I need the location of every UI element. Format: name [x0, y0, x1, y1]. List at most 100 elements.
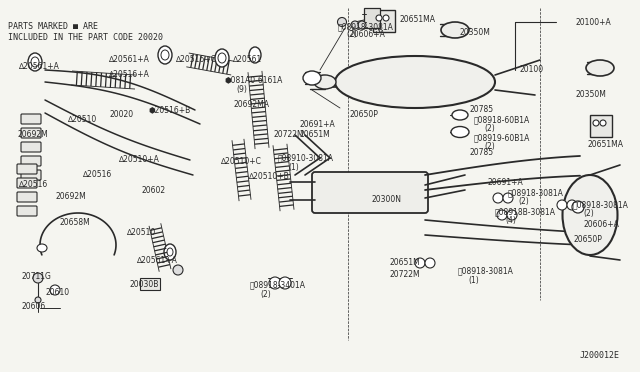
Text: 20711G: 20711G [22, 272, 52, 281]
Text: ⬢20516+B: ⬢20516+B [148, 105, 190, 114]
FancyBboxPatch shape [17, 178, 37, 188]
Circle shape [507, 210, 517, 220]
Text: ∆20510+A: ∆20510+A [118, 155, 159, 164]
Text: 20651M: 20651M [390, 258, 420, 267]
Text: (2): (2) [518, 197, 529, 206]
Ellipse shape [441, 22, 469, 38]
Circle shape [358, 21, 366, 29]
Ellipse shape [28, 53, 42, 71]
Text: 20100+A: 20100+A [576, 18, 612, 27]
Ellipse shape [158, 46, 172, 64]
Circle shape [557, 200, 567, 210]
Ellipse shape [314, 75, 336, 89]
Ellipse shape [249, 47, 261, 63]
Text: ⓝ08918-3081A: ⓝ08918-3081A [508, 188, 564, 197]
Text: ∆20510: ∆20510 [67, 115, 96, 124]
Text: 20658M: 20658M [60, 218, 91, 227]
FancyBboxPatch shape [21, 156, 41, 166]
Text: ⓝ08918-3081A: ⓝ08918-3081A [338, 22, 394, 31]
Text: 20722M: 20722M [390, 270, 420, 279]
Circle shape [337, 17, 346, 26]
Text: INCLUDED IN THE PART CODE 20020: INCLUDED IN THE PART CODE 20020 [8, 33, 163, 42]
Ellipse shape [167, 248, 173, 256]
FancyBboxPatch shape [312, 172, 428, 213]
Text: ∆20516: ∆20516 [82, 170, 111, 179]
Ellipse shape [218, 53, 226, 63]
Circle shape [383, 15, 389, 21]
Text: 20651MA: 20651MA [587, 140, 623, 149]
Ellipse shape [451, 126, 469, 138]
Text: (2): (2) [346, 30, 356, 39]
Circle shape [415, 258, 425, 268]
Text: ⓝ08910-3081A: ⓝ08910-3081A [278, 153, 334, 162]
Text: ∆20561+A: ∆20561+A [136, 256, 177, 265]
Text: ∆20516: ∆20516 [18, 180, 47, 189]
Text: ⓝ08919-60B1A: ⓝ08919-60B1A [474, 133, 531, 142]
Ellipse shape [303, 71, 321, 85]
Text: 20606+A: 20606+A [583, 220, 619, 229]
Text: PARTS MARKED ■ ARE: PARTS MARKED ■ ARE [8, 22, 98, 31]
Circle shape [503, 193, 513, 203]
Bar [590, 115, 612, 137]
Text: ∆20510: ∆20510 [126, 228, 156, 237]
FancyBboxPatch shape [17, 164, 37, 174]
Ellipse shape [164, 244, 176, 260]
Text: 20692MA: 20692MA [233, 100, 269, 109]
Text: 20650P: 20650P [350, 110, 379, 119]
Bar [364, 8, 380, 28]
Ellipse shape [563, 175, 618, 255]
Text: ⓝ08918-3401A: ⓝ08918-3401A [250, 280, 306, 289]
Circle shape [173, 265, 183, 275]
Text: ⓝ08918-60B1A: ⓝ08918-60B1A [474, 115, 531, 124]
Text: ∆20561+A: ∆20561+A [108, 55, 149, 64]
FancyBboxPatch shape [21, 114, 41, 124]
FancyBboxPatch shape [21, 142, 41, 152]
Text: 20606+A: 20606+A [350, 30, 386, 39]
Text: ⓝ08918B-3081A: ⓝ08918B-3081A [495, 207, 556, 216]
Circle shape [351, 21, 359, 29]
Text: 20650P: 20650P [573, 235, 602, 244]
Ellipse shape [161, 50, 169, 60]
Text: 20300N: 20300N [372, 195, 402, 204]
Circle shape [493, 193, 503, 203]
Text: (2): (2) [484, 142, 495, 151]
Circle shape [269, 277, 281, 289]
Text: J200012E: J200012E [580, 351, 620, 360]
Text: (1): (1) [288, 163, 299, 172]
Text: ∆20510+B: ∆20510+B [248, 172, 289, 181]
Circle shape [279, 277, 291, 289]
Circle shape [50, 285, 60, 295]
FancyBboxPatch shape [17, 206, 37, 216]
Text: 20651MA: 20651MA [400, 15, 436, 24]
Text: 20691+A: 20691+A [488, 178, 524, 187]
Ellipse shape [31, 57, 39, 67]
Circle shape [497, 210, 507, 220]
Text: 20606: 20606 [22, 302, 46, 311]
Bar [140, 278, 160, 290]
Text: ⓝ08918-3081A: ⓝ08918-3081A [573, 200, 629, 209]
Circle shape [593, 120, 599, 126]
Text: ∆20516+A: ∆20516+A [108, 70, 149, 79]
Text: ∆20561+A: ∆20561+A [18, 62, 59, 71]
Text: ∆20510+C: ∆20510+C [220, 157, 261, 166]
Text: 20100: 20100 [520, 65, 544, 74]
FancyBboxPatch shape [21, 170, 41, 180]
Text: ⓝ08918-3081A: ⓝ08918-3081A [458, 266, 514, 275]
Text: 20785: 20785 [469, 105, 493, 114]
Circle shape [35, 297, 41, 303]
FancyBboxPatch shape [17, 192, 37, 202]
Text: 20350M: 20350M [460, 28, 491, 37]
Text: 20692M: 20692M [55, 192, 86, 201]
FancyBboxPatch shape [21, 128, 41, 138]
Text: 20785: 20785 [469, 148, 493, 157]
Text: 20602: 20602 [142, 186, 166, 195]
Bar [373, 10, 395, 32]
Text: (1): (1) [468, 276, 479, 285]
Text: (4): (4) [505, 216, 516, 225]
Circle shape [376, 15, 382, 21]
Circle shape [425, 258, 435, 268]
Text: 20691+A: 20691+A [299, 120, 335, 129]
Text: 20350M: 20350M [575, 90, 606, 99]
Circle shape [33, 273, 43, 283]
Text: (2): (2) [583, 209, 594, 218]
